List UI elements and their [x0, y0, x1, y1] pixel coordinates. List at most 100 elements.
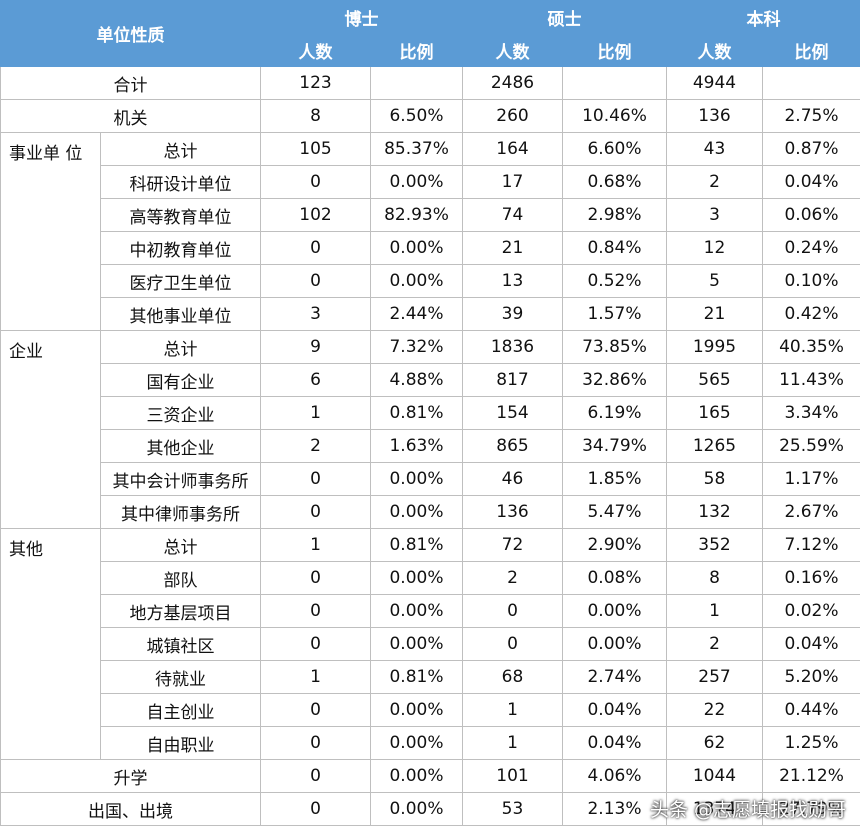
cell: 1	[260, 660, 371, 694]
cell: 5	[666, 264, 763, 298]
row-label: 国有企业	[100, 363, 261, 397]
watermark: 头条 @志愿填报找勋哥	[649, 799, 846, 821]
cell: 7.12%	[762, 528, 860, 562]
row-label: 其中会计师事务所	[100, 462, 261, 496]
table-row: 地方基层项目 0 0.00% 0 0.00% 1 0.02%	[1, 594, 860, 628]
cell: 4.88%	[370, 363, 463, 397]
row-label: 其他企业	[100, 429, 261, 463]
cell: 132	[666, 495, 763, 529]
group-label: 事业单 位	[0, 132, 101, 331]
cell: 8	[260, 99, 371, 133]
row-label: 城镇社区	[100, 627, 261, 661]
cell: 865	[462, 429, 563, 463]
cell: 260	[462, 99, 563, 133]
row-label: 其他事业单位	[100, 297, 261, 331]
table-row: 机关 8 6.50% 260 10.46% 136 2.75%	[0, 99, 860, 133]
cell: 17	[462, 165, 563, 199]
row-label: 自由职业	[100, 726, 261, 760]
table-row: 中初教育单位 0 0.00% 21 0.84% 12 0.24%	[1, 231, 860, 265]
cell: 58	[666, 462, 763, 496]
row-label: 总计	[100, 132, 261, 166]
table-row: 其中律师事务所 0 0.00% 136 5.47% 132 2.67%	[1, 495, 860, 529]
cell: 0.84%	[562, 231, 667, 265]
cell: 1	[260, 396, 371, 430]
cell: 0.00%	[370, 264, 463, 298]
cell: 0.00%	[370, 594, 463, 628]
cell: 0.00%	[562, 594, 667, 628]
cell: 0.81%	[370, 528, 463, 562]
cell: 0	[260, 264, 371, 298]
cell: 1.17%	[762, 462, 860, 496]
cell: 0	[260, 462, 371, 496]
cell: 2.67%	[762, 495, 860, 529]
table-row: 自由职业 0 0.00% 1 0.04% 62 1.25%	[1, 726, 860, 760]
cell: 0	[260, 693, 371, 727]
cell: 0.24%	[762, 231, 860, 265]
cell: 0.00%	[370, 693, 463, 727]
cell: 1.85%	[562, 462, 667, 496]
cell: 352	[666, 528, 763, 562]
cell: 0.44%	[762, 693, 860, 727]
cell: 3.34%	[762, 396, 860, 430]
cell: 0.52%	[562, 264, 667, 298]
cell: 62	[666, 726, 763, 760]
row-label: 地方基层项目	[100, 594, 261, 628]
cell: 0.00%	[370, 759, 463, 793]
cell: 7.32%	[370, 330, 463, 364]
cell: 2.74%	[562, 660, 667, 694]
row-label: 科研设计单位	[100, 165, 261, 199]
cell: 5.20%	[762, 660, 860, 694]
table-row: 三资企业 1 0.81% 154 6.19% 165 3.34%	[1, 396, 860, 430]
cell: 136	[666, 99, 763, 133]
table-row: 升学 0 0.00% 101 4.06% 1044 21.12%	[0, 759, 860, 793]
cell: 9	[260, 330, 371, 364]
cell: 0.04%	[562, 726, 667, 760]
cell: 2.13%	[562, 792, 667, 826]
row-label: 总计	[100, 330, 261, 364]
cell: 0.00%	[370, 561, 463, 595]
table-row: 自主创业 0 0.00% 1 0.04% 22 0.44%	[1, 693, 860, 727]
cell: 1995	[666, 330, 763, 364]
cell: 6.19%	[562, 396, 667, 430]
header-subhead: 人数	[260, 33, 371, 67]
cell: 0.08%	[562, 561, 667, 595]
row-label: 合计	[0, 66, 261, 100]
header-group: 硕士	[462, 0, 667, 34]
cell: 565	[666, 363, 763, 397]
cell: 39	[462, 297, 563, 331]
row-label: 中初教育单位	[100, 231, 261, 265]
cell	[370, 66, 463, 100]
cell: 165	[666, 396, 763, 430]
cell: 5.47%	[562, 495, 667, 529]
cell: 2486	[462, 66, 563, 100]
cell: 0	[260, 231, 371, 265]
group-label: 企业	[0, 330, 101, 529]
table-header: 单位性质 博士 硕士 本科 人数 比例 人数 比例 人数 比例	[0, 0, 860, 67]
cell: 1	[462, 726, 563, 760]
header-subhead: 比例	[370, 33, 463, 67]
cell: 0	[462, 594, 563, 628]
cell: 25.59%	[762, 429, 860, 463]
table-row: 医疗卫生单位 0 0.00% 13 0.52% 5 0.10%	[1, 264, 860, 298]
cell: 1265	[666, 429, 763, 463]
cell: 72	[462, 528, 563, 562]
cell: 0.81%	[370, 396, 463, 430]
cell: 1.63%	[370, 429, 463, 463]
row-label: 其中律师事务所	[100, 495, 261, 529]
cell: 1836	[462, 330, 563, 364]
cell: 102	[260, 198, 371, 232]
cell: 1.25%	[762, 726, 860, 760]
cell: 22	[666, 693, 763, 727]
cell: 0.68%	[562, 165, 667, 199]
cell: 27.79%	[762, 792, 860, 826]
cell: 46	[462, 462, 563, 496]
cell	[562, 66, 667, 100]
cell: 21	[666, 297, 763, 331]
header-group: 本科	[666, 0, 860, 34]
header-row: 人数 比例 人数 比例 人数 比例	[1, 33, 860, 67]
cell: 0	[260, 759, 371, 793]
cell: 0.00%	[370, 792, 463, 826]
cell: 4944	[666, 66, 763, 100]
